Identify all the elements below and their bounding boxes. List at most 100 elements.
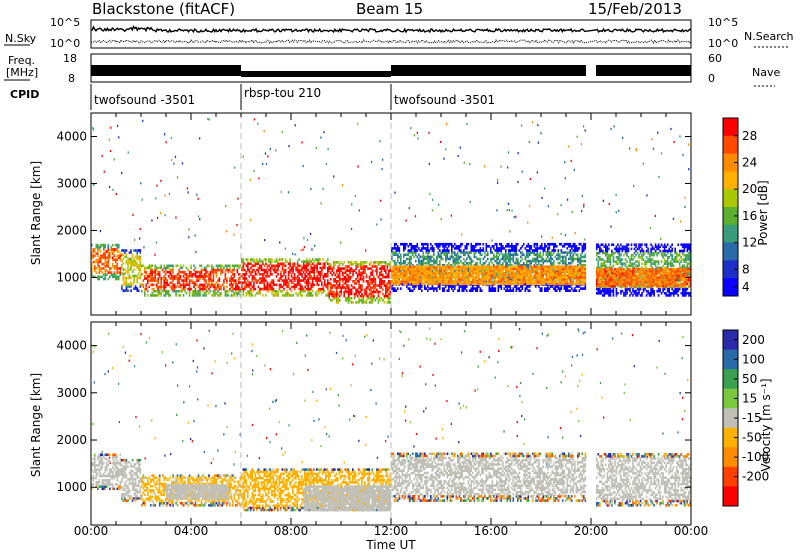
- range-gate-cell: [431, 278, 434, 281]
- range-gate-cell: [440, 257, 443, 261]
- range-gate-cell: [256, 262, 258, 265]
- range-gate-cell: [532, 249, 534, 252]
- range-gate-cell: [164, 285, 167, 289]
- range-gate-cell: [397, 245, 399, 248]
- range-gate-cell: [371, 271, 374, 275]
- range-gate-cell: [563, 255, 566, 259]
- range-gate-cell: [170, 277, 173, 280]
- range-gate-cell: [617, 262, 619, 265]
- range-gate-cell: [388, 282, 390, 285]
- range-gate-cell: [404, 259, 407, 263]
- range-gate-cell: [485, 249, 488, 252]
- range-gate-cell: [287, 277, 290, 280]
- range-gate-cell: [313, 264, 315, 268]
- range-gate-cell: [496, 251, 498, 254]
- range-gate-cell: [446, 249, 449, 252]
- range-gate-cell: [293, 262, 296, 265]
- range-gate-cell: [212, 270, 215, 274]
- range-gate-cell: [244, 275, 246, 278]
- range-gate-cell: [511, 249, 513, 252]
- range-gate-cell: [626, 247, 628, 251]
- range-gate-cell: [458, 249, 461, 252]
- range-gate-cell: [239, 287, 242, 291]
- scatter-point: [101, 154, 103, 158]
- range-gate-cell: [275, 283, 278, 287]
- range-gate-cell: [524, 287, 527, 290]
- range-gate-cell: [154, 266, 156, 270]
- range-gate-cell: [347, 273, 350, 277]
- range-gate-cell: [653, 262, 655, 265]
- range-gate-cell: [304, 264, 306, 268]
- scatter-point: [139, 237, 141, 240]
- range-gate-cell: [238, 292, 240, 295]
- range-gate-cell: [599, 258, 601, 261]
- scatter-point: [121, 171, 123, 175]
- range-gate-cell: [606, 289, 609, 293]
- range-gate-cell: [286, 283, 288, 287]
- range-gate-cell: [157, 285, 159, 289]
- range-gate-cell: [641, 294, 643, 297]
- range-gate-cell: [308, 294, 311, 297]
- range-gate-cell: [617, 258, 619, 261]
- range-gate-cell: [529, 289, 531, 292]
- range-gate-cell: [674, 287, 676, 291]
- range-gate-cell: [134, 249, 137, 252]
- range-gate-cell: [487, 251, 489, 254]
- range-gate-cell: [293, 283, 296, 287]
- range-gate-cell: [125, 255, 128, 259]
- range-gate-cell: [286, 279, 288, 282]
- range-gate-cell: [419, 283, 422, 286]
- scatter-point: [370, 160, 373, 163]
- range-gate-cell: [330, 286, 332, 289]
- range-gate-cell: [187, 287, 189, 291]
- range-gate-cell: [184, 287, 186, 291]
- range-gate-cell: [407, 249, 410, 252]
- scatter-point: [291, 252, 294, 255]
- range-gate-cell: [205, 275, 207, 278]
- range-gate-cell: [539, 247, 542, 250]
- range-gate-cell: [181, 283, 183, 287]
- range-gate-cell: [290, 279, 293, 282]
- scatter-point: [680, 220, 682, 223]
- range-gate-cell: [203, 268, 206, 272]
- range-gate-cell: [512, 289, 515, 292]
- range-gate-cell: [469, 255, 471, 259]
- range-gate-cell: [242, 264, 245, 268]
- range-gate-cell: [433, 247, 435, 250]
- range-gate-cell: [319, 273, 321, 276]
- range-gate-cell: [361, 284, 363, 287]
- range-gate-cell: [500, 257, 503, 261]
- range-gate-cell: [235, 289, 237, 293]
- range-gate-cell: [448, 257, 450, 261]
- range-gate-cell: [517, 253, 519, 257]
- range-gate-cell: [538, 261, 540, 265]
- scatter-point: [142, 119, 144, 122]
- range-gate-cell: [633, 256, 636, 259]
- range-gate-cell: [284, 281, 287, 284]
- range-gate-cell: [251, 289, 254, 293]
- range-gate-cell: [532, 251, 534, 254]
- range-gate-cell: [208, 281, 210, 284]
- range-gate-cell: [166, 279, 168, 282]
- range-gate-cell: [421, 285, 423, 288]
- range-gate-cell: [271, 289, 273, 293]
- range-gate-cell: [467, 270, 470, 273]
- range-gate-cell: [496, 253, 498, 257]
- range-gate-cell: [647, 292, 649, 295]
- range-gate-cell: [327, 292, 329, 295]
- range-gate-cell: [314, 294, 317, 297]
- range-gate-cell: [464, 259, 467, 263]
- range-gate-cell: [271, 264, 273, 268]
- range-gate-cell: [358, 269, 360, 272]
- range-gate-cell: [401, 271, 404, 275]
- range-gate-cell: [154, 270, 156, 274]
- range-gate-cell: [245, 273, 248, 276]
- range-gate-cell: [232, 273, 234, 276]
- range-gate-cell: [425, 261, 428, 265]
- range-gate-cell: [226, 294, 228, 297]
- range-gate-cell: [605, 243, 607, 246]
- range-gate-cell: [233, 268, 236, 272]
- range-gate-cell: [150, 273, 152, 276]
- range-gate-cell: [675, 260, 678, 263]
- range-gate-cell: [139, 255, 142, 259]
